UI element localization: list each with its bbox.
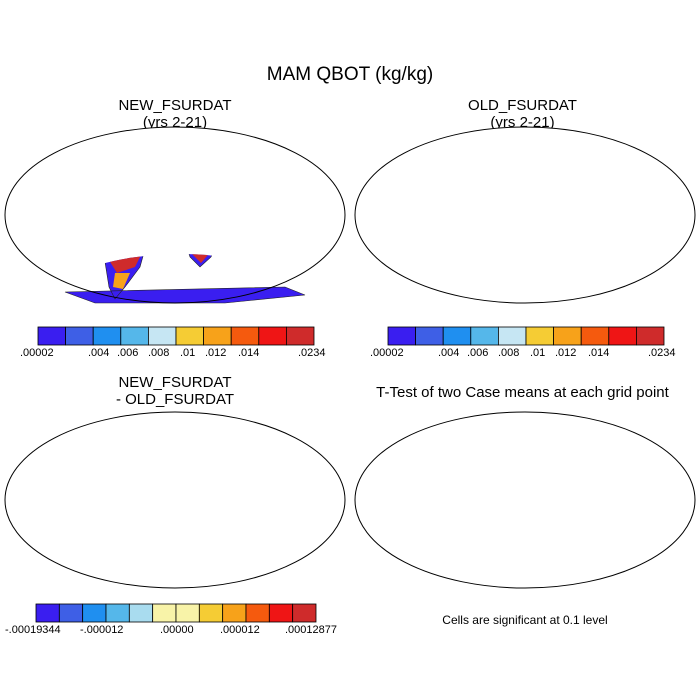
cb-diff-swatch-1 [58, 603, 84, 623]
cb-new-swatch-9 [285, 326, 315, 346]
cb-diff-label-2: .00000 [160, 624, 194, 636]
colorbar-old [387, 326, 665, 346]
cb-new-label-3: .008 [148, 347, 170, 359]
cb-diff-swatch-3 [105, 603, 130, 623]
figure-title: MAM QBOT (kg/kg) [266, 64, 434, 85]
panel-title-old-line2: (yrs 2-21) [490, 114, 555, 131]
panel-title-ttest: T-Test of two Case means at each grid po… [350, 384, 695, 401]
cb-new-swatch-2 [92, 326, 122, 346]
cb-new-swatch-1 [65, 326, 94, 346]
cb-diff-swatch-2 [82, 603, 107, 623]
cb-diff-swatch-8 [222, 603, 247, 623]
map-diff [4, 411, 346, 589]
cb-new-swatch-3 [120, 326, 149, 346]
cb-old-swatch-0 [387, 326, 417, 346]
panel-title-ttest-line1: T-Test of two Case means at each grid po… [376, 384, 669, 401]
cb-old-label-6: .014 [588, 347, 610, 359]
map-old [354, 126, 696, 304]
cb-new-label-2: .006 [117, 347, 139, 359]
cb-old-swatch-5 [525, 326, 555, 346]
cb-new-label-7: .0234 [298, 347, 326, 359]
cb-diff-label-1: -.000012 [80, 624, 124, 636]
cb-old-swatch-1 [415, 326, 444, 346]
cb-new-label-6: .014 [238, 347, 260, 359]
cb-old-label-5: .012 [555, 347, 577, 359]
colorbar-diff [35, 603, 317, 623]
cb-diff-swatch-9 [245, 603, 270, 623]
cb-old-swatch-8 [608, 326, 637, 346]
cb-new-label-1: .004 [88, 347, 110, 359]
cb-diff-swatch-5 [152, 603, 177, 623]
panel-title-diff-line2: - OLD_FSURDAT [115, 391, 235, 408]
cb-old-swatch-4 [497, 326, 527, 346]
panel-title-new-line2: (yrs 2-21) [142, 114, 208, 131]
cb-old-label-2: .006 [467, 347, 489, 359]
cb-diff-swatch-6 [175, 603, 200, 623]
cb-new-swatch-6 [203, 326, 232, 346]
cb-new-swatch-8 [258, 326, 287, 346]
cb-old-label-0: .00002 [370, 347, 404, 359]
cb-old-label-3: .008 [498, 347, 520, 359]
cb-diff-swatch-4 [128, 603, 154, 623]
map-new [4, 126, 346, 304]
cb-old-swatch-7 [580, 326, 610, 346]
map-ttest [354, 411, 696, 589]
cb-diff-label-0: -.00019344 [5, 624, 61, 636]
panel-title-old-line1: OLD_FSURDAT [468, 97, 577, 114]
cb-old-label-1: .004 [438, 347, 460, 359]
colorbar-new [37, 326, 315, 346]
cb-diff-label-4: .00012877 [285, 624, 337, 636]
cb-old-swatch-9 [636, 326, 665, 346]
panel-title-old: OLD_FSURDAT (yrs 2-21) [350, 97, 695, 131]
cb-new-swatch-4 [147, 326, 177, 346]
cb-new-swatch-0 [37, 326, 67, 346]
cb-old-label-4: .01 [530, 347, 546, 359]
cb-old-swatch-6 [553, 326, 582, 346]
cb-new-label-5: .012 [205, 347, 227, 359]
panel-title-diff: NEW_FSURDAT - OLD_FSURDAT [15, 374, 335, 408]
ttest-significance-note: Cells are significant at 0.1 level [442, 613, 608, 627]
panel-title-new-line1: NEW_FSURDAT [118, 97, 232, 114]
cb-new-label-4: .01 [180, 347, 196, 359]
cb-new-swatch-7 [230, 326, 260, 346]
cb-old-swatch-2 [442, 326, 472, 346]
cb-new-label-0: .00002 [20, 347, 54, 359]
cb-diff-swatch-10 [268, 603, 294, 623]
cb-diff-swatch-11 [292, 603, 317, 623]
panel-title-new: NEW_FSURDAT (yrs 2-21) [15, 97, 335, 131]
cb-new-swatch-5 [175, 326, 205, 346]
cb-diff-swatch-0 [35, 603, 60, 623]
cb-old-label-7: .0234 [648, 347, 676, 359]
cb-old-swatch-3 [470, 326, 499, 346]
cb-diff-label-3: .000012 [220, 624, 260, 636]
cb-diff-swatch-7 [198, 603, 224, 623]
panel-title-diff-line1: NEW_FSURDAT [118, 374, 232, 391]
